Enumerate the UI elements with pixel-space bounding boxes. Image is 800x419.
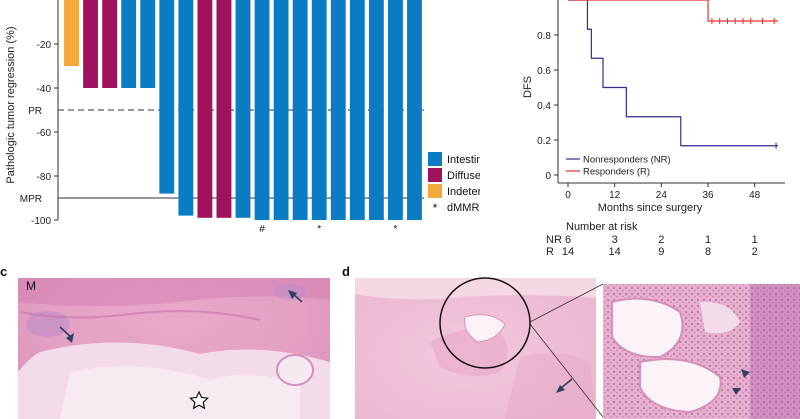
panel-d-image — [355, 278, 596, 419]
x-tick-label: 24 — [656, 190, 668, 201]
bar-annotation: * — [393, 224, 397, 235]
zoom-callout-line — [529, 283, 604, 323]
waterfall-bar — [216, 0, 232, 218]
legend-label: Indeterminate — [447, 186, 480, 198]
km-series — [568, 0, 778, 149]
panel-c-letter: c — [0, 264, 7, 279]
risk-value: 3 — [612, 234, 618, 246]
waterfall-bar — [407, 0, 422, 220]
km-chart: DFS 00.20.40.60.8 0 12 24 36 48 Nonresponder… — [522, 0, 785, 258]
y-tick-label: -100 — [31, 216, 51, 227]
risk-value: 8 — [705, 246, 711, 258]
legend-label: Responders (R) — [583, 167, 650, 178]
zoom-callout-line — [529, 323, 604, 418]
risk-value: 14 — [609, 246, 621, 258]
arrowhead-icon — [741, 369, 750, 378]
arrow-icon — [59, 326, 74, 343]
risk-row-label: R — [546, 246, 554, 258]
waterfall-bar — [140, 0, 156, 88]
waterfall-y-axis-label: Pathologic tumor regression (%) — [5, 26, 17, 183]
bar-annotation: # — [259, 224, 265, 235]
legend-label: Nonresponders (NR) — [583, 155, 671, 166]
waterfall-bar — [311, 0, 327, 220]
x-tick-label: 48 — [749, 190, 761, 201]
risk-value: 2 — [752, 246, 758, 258]
waterfall-bar — [159, 0, 175, 194]
waterfall-bar — [64, 0, 79, 66]
waterfall-marks: # * * — [259, 224, 397, 235]
waterfall-bar — [330, 0, 346, 220]
waterfall-bar — [197, 0, 213, 218]
panel-c-image — [18, 278, 330, 419]
km-y-axis-label: DFS — [522, 76, 534, 98]
waterfall-bar — [368, 0, 384, 220]
panel-d-zoom-image — [603, 284, 800, 419]
waterfall-bar — [178, 0, 194, 216]
risk-value: 14 — [562, 246, 574, 258]
risk-row-label: NR — [546, 234, 562, 246]
waterfall-bars — [64, 0, 422, 220]
y-tick-label: 0 — [545, 171, 551, 182]
waterfall-chart: Pathologic tumor regression (%) -20 -40 -6… — [5, 0, 480, 235]
x-tick-label: 0 — [565, 190, 571, 201]
star-icon — [189, 390, 209, 410]
risk-value: 9 — [658, 246, 664, 258]
km-x-ticks: 0 12 24 36 48 — [565, 183, 761, 201]
risk-value: 2 — [658, 234, 664, 246]
y-tick-label: 0.6 — [537, 66, 551, 77]
threshold-label: PR — [28, 106, 42, 117]
risk-value: 1 — [705, 234, 711, 246]
risk-table-title: Number at risk — [566, 221, 638, 233]
km-series-line — [568, 0, 778, 147]
km-y-ticks: 0 0.2 0.4 0.6 0.8 — [537, 31, 558, 182]
risk-value: 1 — [752, 234, 758, 246]
legend-swatch — [428, 152, 442, 166]
legend-symbol: * — [433, 201, 438, 215]
y-tick-label: -80 — [37, 172, 52, 183]
bar-annotation: * — [317, 224, 321, 235]
waterfall-bar — [387, 0, 403, 220]
y-tick-label: -20 — [37, 40, 52, 51]
legend-label: Diffuse/mixed — [447, 170, 480, 182]
panel-d-highlight-circle — [439, 277, 531, 369]
y-tick-label: 0.2 — [537, 136, 551, 147]
legend-swatch — [428, 168, 442, 182]
km-legend: Nonresponders (NR)Responders (R) — [566, 155, 671, 178]
arrowhead-icon — [732, 388, 741, 395]
legend-swatch — [428, 184, 442, 198]
x-tick-label: 36 — [702, 190, 714, 201]
waterfall-bar — [102, 0, 118, 88]
y-tick-label: 0.4 — [537, 101, 551, 112]
panel-c-label-m: M — [26, 279, 36, 293]
arrow-icon — [288, 290, 303, 303]
arrow-icon — [556, 378, 573, 393]
y-tick-label: -40 — [37, 84, 52, 95]
threshold-label: MPR — [20, 194, 42, 205]
waterfall-legend: Intestinal Diffuse/mixed Indeterminate * dMM… — [428, 152, 480, 215]
waterfall-bar — [235, 0, 251, 218]
waterfall-bar — [292, 0, 308, 220]
histology-panels: c M d — [0, 264, 800, 419]
legend-label: dMMR — [447, 202, 479, 214]
waterfall-bar — [254, 0, 270, 220]
km-x-axis-label: Months since surgery — [598, 202, 703, 214]
y-tick-label: 0.8 — [537, 31, 551, 42]
panel-d-letter: d — [342, 264, 350, 279]
km-series-line — [568, 0, 778, 22]
waterfall-bar — [121, 0, 137, 88]
legend-label: Intestinal — [447, 154, 480, 166]
waterfall-bar — [83, 0, 99, 88]
risk-value: 6 — [565, 234, 571, 246]
y-tick-label: -60 — [37, 128, 52, 139]
waterfall-bar — [273, 0, 289, 220]
x-tick-label: 12 — [609, 190, 621, 201]
waterfall-bar — [349, 0, 365, 220]
waterfall-y-ticks: -20 -40 -60 -80 -100 — [31, 40, 58, 227]
